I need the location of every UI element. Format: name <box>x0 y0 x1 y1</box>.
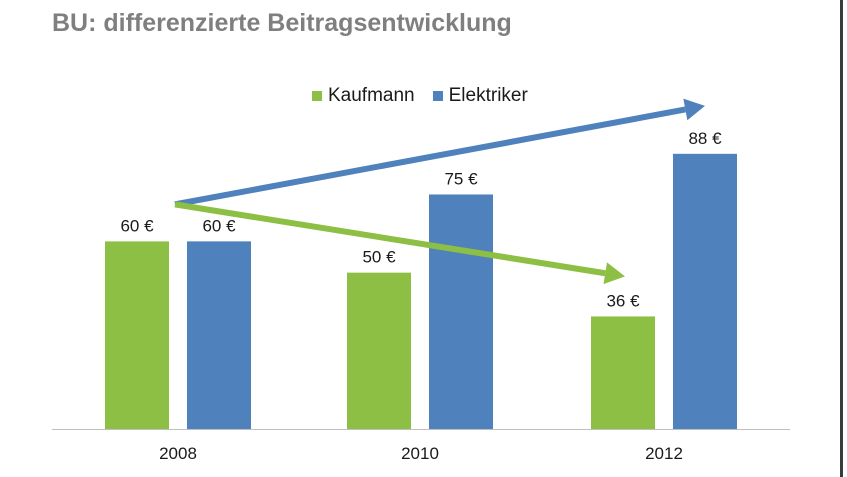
trend-arrow-kaufmann-shaft <box>174 201 606 277</box>
x-tick-2012: 2012 <box>645 444 683 463</box>
trend-arrow-elektriker-head <box>683 98 705 121</box>
legend-item-elektriker: Elektriker <box>432 85 528 107</box>
trend-arrow-kaufmann-head <box>603 262 625 285</box>
bar-elektriker-2008 <box>187 241 251 429</box>
bar-kaufmann-2010 <box>347 272 411 429</box>
data-label-elektriker-2008: 60 € <box>202 216 236 235</box>
legend-item-kaufmann: Kaufmann <box>312 85 415 107</box>
x-tick-2010: 2010 <box>401 444 439 463</box>
chart-title: BU: differenzierte Beitragsentwicklung <box>52 9 512 37</box>
trend-arrow-elektriker-shaft <box>174 106 686 208</box>
legend-label-elektriker: Elektriker <box>448 85 528 106</box>
window-edge <box>840 0 843 477</box>
bar-kaufmann-2008 <box>105 241 169 429</box>
data-label-kaufmann-2010: 50 € <box>362 248 396 267</box>
data-label-kaufmann-2008: 60 € <box>120 216 154 235</box>
bar-kaufmann-2012 <box>591 316 655 429</box>
x-tick-2008: 2008 <box>159 444 197 463</box>
data-label-kaufmann-2012: 36 € <box>606 291 640 310</box>
legend-swatch-elektriker <box>432 91 443 101</box>
data-label-elektriker-2010: 75 € <box>444 169 478 188</box>
legend-swatch-kaufmann <box>312 91 322 101</box>
bar-elektriker-2012 <box>673 153 737 430</box>
legend: Kaufmann Elektriker <box>312 85 546 107</box>
legend-label-kaufmann: Kaufmann <box>328 85 415 106</box>
data-label-elektriker-2012: 88 € <box>688 129 722 148</box>
bar-elektriker-2010 <box>429 194 493 429</box>
